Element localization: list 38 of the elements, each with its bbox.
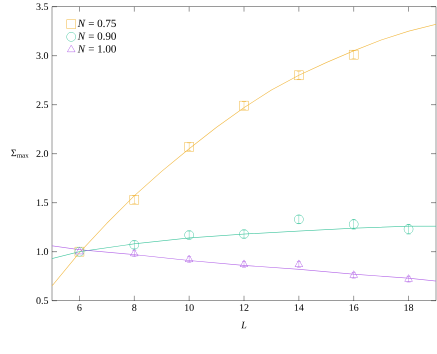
y-tick-label: 3.5 [36, 3, 48, 10]
point [239, 229, 249, 239]
y-tick-label: 3.0 [36, 52, 48, 60]
point [294, 214, 304, 224]
x-tick-label: 16 [350, 304, 358, 312]
point [130, 195, 140, 205]
y-axis-title: Σ$_{max}$ [11, 150, 29, 158]
legend-label: N = 1.00 [78, 45, 116, 53]
point [239, 101, 249, 111]
y-tick-label: 1.5 [36, 199, 48, 206]
x-tick-label: 14 [294, 304, 304, 311]
point [350, 270, 358, 278]
x-tick-label: 10 [185, 304, 194, 312]
x-tick-label: 6 [77, 304, 82, 312]
legend-label: N = 0.75 [78, 20, 116, 28]
x-tick-label: 12 [240, 304, 248, 311]
point [184, 230, 194, 240]
point [184, 254, 194, 262]
x-tick-label: 18 [404, 304, 414, 312]
y-tick-label: 1.0 [36, 248, 48, 256]
x-axis-title: L [241, 322, 246, 328]
point [75, 247, 84, 254]
point [130, 249, 138, 256]
y-tick-label: 2.5 [36, 101, 48, 108]
line-series [52, 246, 436, 282]
y-tick-label: 0.5 [36, 297, 48, 304]
point [404, 274, 413, 282]
point [294, 70, 304, 80]
point [348, 220, 358, 230]
x-tick-label: 8 [132, 304, 136, 312]
point [348, 50, 358, 60]
y-tick-label: 2.0 [36, 150, 48, 158]
point [404, 224, 414, 234]
point [294, 260, 304, 268]
point [184, 142, 194, 152]
point [130, 240, 140, 250]
legend-label: N = 0.90 [78, 32, 116, 40]
point [240, 260, 248, 268]
